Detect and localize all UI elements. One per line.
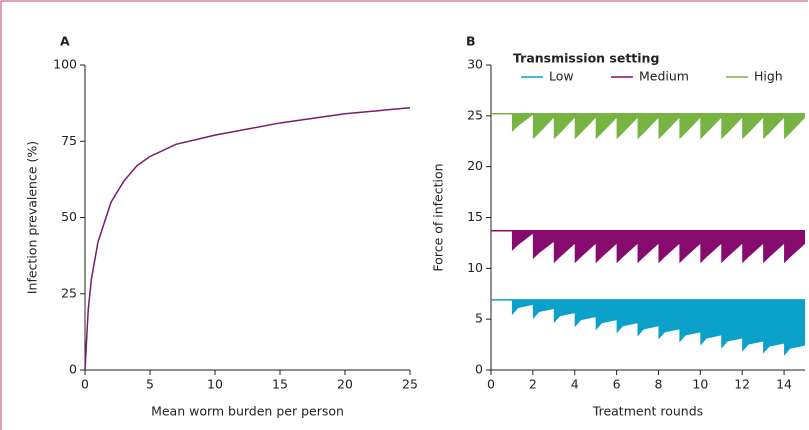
y-tick-label: 25 [467,107,483,122]
x-tick-label: 8 [654,377,662,392]
x-tick-label: 0 [487,377,495,392]
y-tick-label: 0 [475,362,483,377]
y-tick-label: 75 [61,133,77,148]
x-tick-label: 5 [146,377,154,392]
area [491,230,805,264]
y-axis-label: Infection prevalence (%) [25,141,40,294]
x-tick-label: 25 [402,377,418,392]
x-tick-label: 10 [692,377,708,392]
y-tick-label: 25 [61,285,77,300]
y-tick-label: 20 [467,158,483,173]
x-tick-label: 12 [734,377,750,392]
y-axis-label: Force of infection [431,163,446,271]
x-tick-label: 4 [571,377,579,392]
y-tick-label: 50 [61,209,77,224]
y-tick-label: 0 [69,362,77,377]
area [491,299,805,356]
x-tick-label: 20 [337,377,353,392]
x-tick-label: 0 [81,377,89,392]
y-tick-label: 10 [467,260,483,275]
legend-label: High [754,69,783,84]
x-tick-label: 10 [207,377,223,392]
area [491,113,805,140]
x-tick-label: 6 [613,377,621,392]
panel-label: B [466,34,476,49]
x-axis-label: Treatment rounds [592,404,703,419]
x-tick-label: 14 [776,377,792,392]
legend-label: Low [549,69,574,84]
curve [84,106,411,371]
y-tick-label: 30 [467,57,483,72]
y-tick-label: 15 [467,209,483,224]
legend-label: Medium [639,69,689,84]
y-tick-label: 100 [53,57,77,72]
x-axis-label: Mean worm burden per person [151,404,344,419]
y-tick-label: 5 [475,311,483,326]
x-tick-label: 15 [272,377,288,392]
legend-title: Transmission setting [513,51,659,66]
panel-label: A [60,34,70,49]
x-tick-label: 2 [529,377,537,392]
